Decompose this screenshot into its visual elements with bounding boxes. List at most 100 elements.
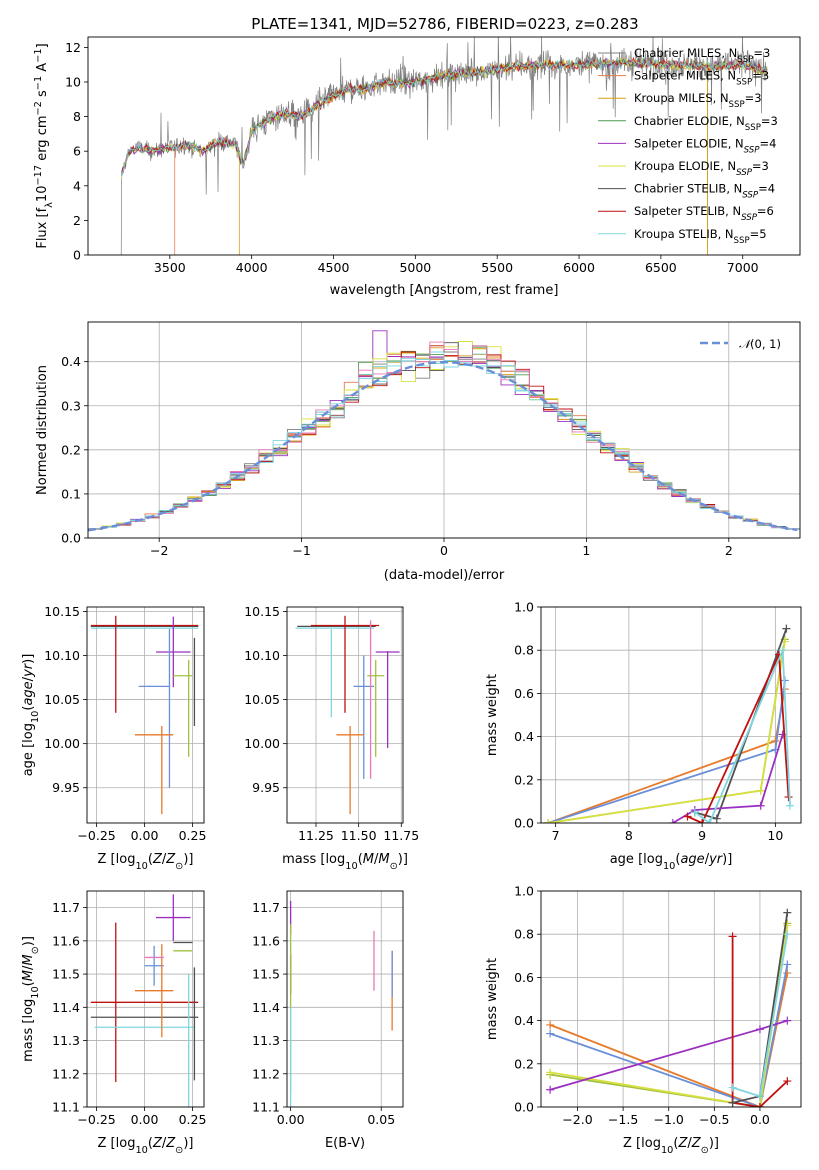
- y-tick-label: 0.1: [61, 486, 81, 501]
- legend-label: Salpeter ELODIE, NSSP=4: [634, 136, 776, 155]
- plot-content: [120, 37, 768, 255]
- data-point-marker: [668, 819, 677, 823]
- plot-content: [90, 894, 199, 1107]
- y-tick-label: 6: [73, 144, 81, 159]
- data-point-marker: [783, 960, 792, 969]
- model-spectrum-line: [121, 58, 768, 177]
- mass-weight-line: [687, 654, 790, 823]
- y-tick-label: 2: [73, 213, 81, 228]
- x-tick-label: 10: [767, 828, 783, 843]
- data-point-marker: [544, 819, 553, 823]
- age-vs-metallicity-panel: −0.25 0.00 0.25 9.95 10.00 10.05 10.10 10.15 Z […: [21, 604, 206, 872]
- axes-frame: [86, 606, 205, 824]
- x-tick-label: −0.25: [77, 828, 115, 843]
- axes-frame: [87, 321, 801, 539]
- x-tick-label: −1.0: [654, 1112, 684, 1127]
- x-tick-label: 5500: [481, 260, 513, 275]
- mass-vs-metallicity-panel: −0.25 0.00 0.25 11.1 11.2 11.3 11.4 11.5 11.6 11.…: [21, 890, 207, 1156]
- x-tick-label: −0.5: [699, 1112, 729, 1127]
- y-tick-label: 10.00: [244, 736, 280, 751]
- x-tick-label: 0.25: [179, 1112, 207, 1127]
- model-spectrum-line: [121, 56, 768, 173]
- data-point-marker: [782, 624, 791, 633]
- axes-frame: [540, 606, 802, 824]
- plot-area: [87, 607, 204, 823]
- x-axis-label: Z [log10(Z/Z⊙)]: [623, 1136, 719, 1156]
- y-tick-label: 11.3: [252, 1033, 280, 1048]
- y-tick-label: 9.95: [252, 780, 280, 795]
- y-tick-label: 1.0: [514, 884, 534, 899]
- x-tick-label: −1.5: [608, 1112, 638, 1127]
- y-axis-label: age [log10(age/yr)]: [21, 654, 41, 777]
- axes-frame: [87, 36, 801, 256]
- residual-histogram-panel: −2 −1 0 1 2 0.0 0.1 0.2 0.3 0.4 𝒩(0, 1) (data-model…: [35, 321, 801, 583]
- data-point-marker: [728, 1098, 737, 1107]
- y-tick-label: 0.2: [61, 442, 81, 457]
- age-vs-mass-panel: 11.25 11.50 11.75 9.95 10.00 10.05 10.10 10.15 m…: [244, 604, 419, 872]
- normal-reference-curve: [88, 360, 798, 532]
- y-tick-label: 10.05: [244, 692, 280, 707]
- y-tick-label: 11.2: [52, 1066, 80, 1081]
- x-tick-label: 0.25: [179, 828, 207, 843]
- plot-area: [541, 891, 801, 1107]
- legend-label: Chabrier MILES, NSSP=3: [634, 46, 770, 65]
- y-tick-label: 0.4: [61, 354, 81, 369]
- x-tick-label: 11.25: [298, 828, 334, 843]
- data-point-marker: [783, 1077, 792, 1086]
- data-point-marker: [755, 1092, 764, 1101]
- y-axis-label: Normed distribution: [35, 365, 50, 495]
- y-tick-label: 0.0: [514, 816, 534, 831]
- y-tick-label: 11.3: [52, 1033, 80, 1048]
- y-axis-label: mass weight: [485, 674, 500, 756]
- data-point-marker: [705, 819, 714, 823]
- plot-area: [287, 891, 403, 1107]
- y-tick-label: 0.6: [514, 970, 534, 985]
- histogram-step-line: [88, 345, 800, 531]
- y-tick-label: 11.4: [252, 1000, 280, 1015]
- axes-frame: [286, 890, 404, 1108]
- legend-label: Kroupa ELODIE, NSSP=3: [634, 159, 769, 178]
- legend-label: Salpeter STELIB, NSSP=6: [634, 204, 774, 223]
- data-point-marker: [786, 801, 795, 810]
- y-tick-label: 9.95: [52, 780, 80, 795]
- data-point-marker: [783, 969, 792, 978]
- y-tick-label: 0.4: [514, 729, 534, 744]
- mass-weight-line: [549, 972, 789, 1107]
- plot-content: [289, 900, 393, 1107]
- x-tick-label: 0.0: [750, 1112, 770, 1127]
- data-point-marker: [683, 812, 692, 821]
- x-tick-label: 11.75: [383, 828, 419, 843]
- axes-frame: [540, 890, 802, 1108]
- plot-content: [90, 615, 199, 815]
- y-tick-label: 0.2: [514, 772, 534, 787]
- y-tick-label: 10.05: [44, 692, 80, 707]
- x-axis-label: wavelength [Angstrom, rest frame]: [330, 283, 559, 298]
- y-tick-label: 11.1: [252, 1100, 280, 1115]
- axes-frame: [86, 890, 205, 1108]
- data-point-marker: [783, 908, 792, 917]
- x-axis-label: E(B-V): [325, 1136, 365, 1151]
- x-tick-label: 2: [725, 543, 733, 558]
- y-tick-label: 11.6: [252, 933, 280, 948]
- legend-label: Chabrier ELODIE, NSSP=3: [634, 114, 778, 133]
- x-tick-label: 9: [698, 828, 706, 843]
- y-tick-label: 0.2: [514, 1056, 534, 1071]
- x-tick-label: 0.00: [131, 1112, 159, 1127]
- data-point-marker: [546, 1029, 555, 1038]
- legend-label: Kroupa STELIB, NSSP=5: [634, 227, 767, 246]
- y-tick-label: 11.1: [52, 1100, 80, 1115]
- y-tick-label: 0.3: [61, 398, 81, 413]
- plot-area: [541, 607, 801, 823]
- x-axis-label: age [log10(age/yr)]: [610, 852, 733, 872]
- data-point-marker: [755, 1025, 764, 1034]
- mass-weight-vs-metallicity-panel: −2.0 −1.5 −1.0 −0.5 0.0 0.0 0.2 0.4 0.6 0.8 1.0 Z […: [485, 884, 802, 1156]
- data-point-marker: [784, 793, 793, 802]
- y-tick-label: 0.8: [514, 927, 534, 942]
- data-point-marker: [756, 801, 765, 810]
- y-tick-label: 10.10: [44, 648, 80, 663]
- y-tick-label: 11.2: [252, 1066, 280, 1081]
- y-tick-label: 0.6: [514, 686, 534, 701]
- x-tick-label: −1: [292, 543, 310, 558]
- x-tick-label: 7: [552, 828, 560, 843]
